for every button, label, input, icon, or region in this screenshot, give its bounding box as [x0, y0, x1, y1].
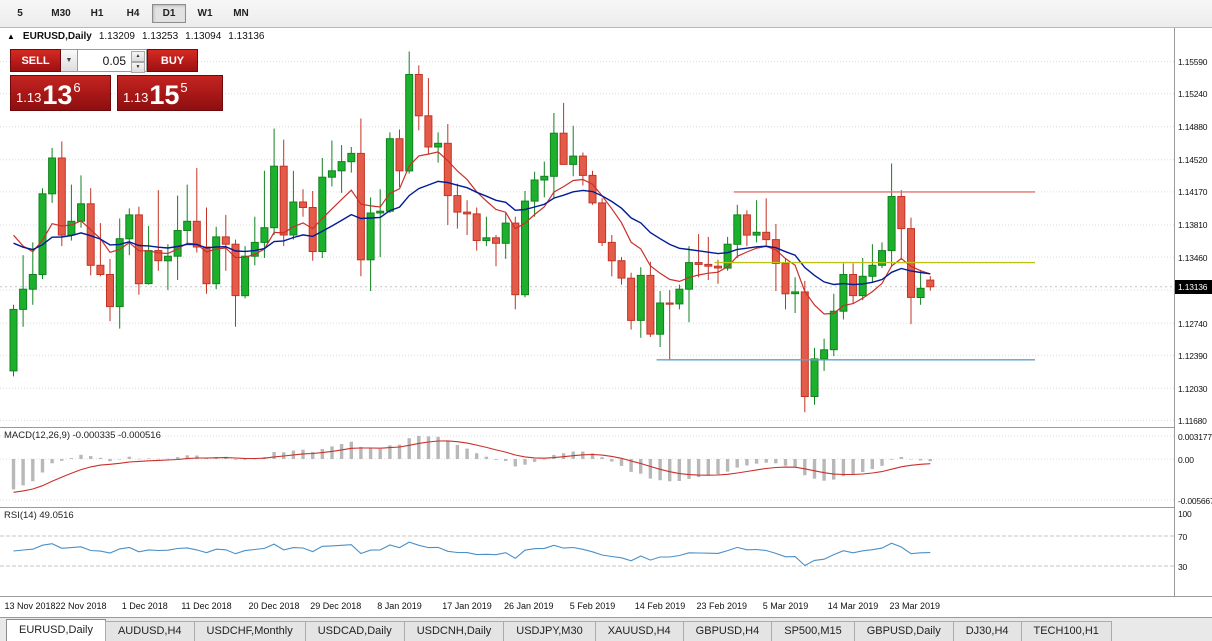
current-price-tag: 1.13136	[1175, 279, 1212, 294]
date-label: 26 Jan 2019	[504, 601, 554, 611]
ohlc-low: 1.13094	[185, 31, 222, 42]
chart-tab-dj30-h4[interactable]: DJ30,H4	[952, 621, 1022, 641]
price-scale-label: 1.15590	[1178, 57, 1208, 68]
price-scale-label: 1.12030	[1178, 383, 1208, 394]
rsi-scale-label: 30	[1178, 561, 1188, 572]
macd-scale-label: 0.003177	[1178, 431, 1212, 442]
macd-label: MACD(12,26,9) -0.000335 -0.000516	[4, 430, 161, 441]
chart-tab-bar: EURUSD,Daily AUDUSD,H4 USDCHF,Monthly USDCA…	[0, 617, 1212, 641]
volume-input[interactable]	[78, 53, 128, 68]
sell-price-button[interactable]: 1.13 13 6	[10, 75, 111, 111]
price-scale-label: 1.12390	[1178, 350, 1208, 361]
chart-tab-gbpusd-daily[interactable]: GBPUSD,Daily	[853, 621, 954, 641]
date-label: 23 Mar 2019	[889, 601, 941, 611]
price-scale-label: 1.14880	[1178, 122, 1208, 133]
date-label: 1 Dec 2018	[121, 601, 168, 611]
pane-separator[interactable]	[0, 507, 1212, 508]
chart-tab-usdchf-monthly[interactable]: USDCHF,Monthly	[193, 621, 306, 641]
timeframe-button-w1[interactable]: W1	[197, 8, 213, 19]
sell-button[interactable]: SELL	[10, 49, 61, 72]
timeframe-button-h1[interactable]: H1	[90, 8, 104, 19]
price-scale-label: 1.12740	[1178, 318, 1208, 329]
buy-button[interactable]: BUY	[147, 49, 198, 72]
price-scale-label: 1.13810	[1178, 220, 1208, 231]
date-label: 17 Jan 2019	[442, 601, 492, 611]
macd-scale-label: -0.005667	[1178, 495, 1212, 506]
timeframe-button-5[interactable]: 5	[17, 8, 23, 19]
buy-price-big: 15	[149, 80, 180, 110]
price-scale-label: 1.13460	[1178, 252, 1208, 263]
sell-price-sup: 6	[73, 80, 81, 95]
price-scale-label: 1.14520	[1178, 155, 1208, 166]
price-scale-label: 1.15240	[1178, 89, 1208, 100]
price-scale-label: 1.14170	[1178, 187, 1208, 198]
chart-tab-usdcnh-daily[interactable]: USDCNH,Daily	[403, 621, 505, 641]
spin-up-icon[interactable]: ▲	[131, 51, 145, 62]
spin-down-icon[interactable]: ▼	[131, 62, 145, 73]
date-label: 5 Mar 2019	[762, 601, 809, 611]
time-scale[interactable]: 13 Nov 2018 22 Nov 2018 1 Dec 2018 11 Dec 2…	[0, 597, 1174, 617]
chart-symbol-label: EURUSD,Daily	[22, 31, 92, 42]
chart-tab-gbpusd-h4[interactable]: GBPUSD,H4	[682, 621, 773, 641]
timeframe-button-m30[interactable]: M30	[51, 8, 71, 19]
date-label: 14 Mar 2019	[827, 601, 879, 611]
rsi-scale-label: 100	[1178, 509, 1192, 519]
rsi-label: RSI(14) 49.0516	[4, 510, 74, 521]
rsi-scale-label: 70	[1178, 531, 1188, 542]
chart-tab-sp500-m15[interactable]: SP500,M15	[771, 621, 855, 641]
date-label: 5 Feb 2019	[569, 601, 616, 611]
timeframe-button-mn[interactable]: MN	[233, 8, 249, 19]
date-label: 14 Feb 2019	[634, 601, 686, 611]
chevron-down-icon: ▼	[65, 57, 73, 64]
timeframe-toolbar: 5 M30 H1 H4 D1 W1 MN	[0, 0, 1212, 28]
date-label: 22 Nov 2018	[55, 601, 107, 611]
symbol-marker-icon: ▲	[7, 32, 15, 41]
sell-price-base: 1.13	[16, 90, 42, 105]
buy-price-button[interactable]: 1.13 15 5	[117, 75, 223, 111]
ohlc-open: 1.13209	[98, 31, 135, 42]
volume-dropdown-button[interactable]: ▼	[61, 49, 78, 72]
date-label: 23 Feb 2019	[696, 601, 748, 611]
pane-separator	[0, 596, 1212, 597]
buy-price-sup: 5	[180, 80, 188, 95]
one-click-trading-panel: SELL ▼ ▲ ▼ BUY 1.13 13 6 1.13 15	[10, 49, 223, 111]
date-label: 29 Dec 2018	[310, 601, 362, 611]
timeframe-button-h4[interactable]: H4	[126, 8, 140, 19]
date-label: 11 Dec 2018	[181, 601, 232, 611]
price-scale[interactable]: 1.15590 1.15240 1.14880 1.14520 1.14170 1.138…	[1174, 27, 1212, 596]
main-chart[interactable]	[0, 27, 1174, 596]
chart-tab-usdcad-daily[interactable]: USDCAD,Daily	[304, 621, 405, 641]
chart-tab-usdjpy-m30[interactable]: USDJPY,M30	[503, 621, 596, 641]
chart-tab-eurusd-daily[interactable]: EURUSD,Daily	[6, 619, 106, 641]
pane-separator[interactable]	[0, 427, 1212, 428]
chart-ohlc-header: ▲ EURUSD,Daily 1.13209 1.13253 1.13094 1…	[7, 31, 264, 42]
ohlc-high: 1.13253	[141, 31, 179, 42]
date-label: 20 Dec 2018	[248, 601, 300, 611]
buy-price-base: 1.13	[123, 90, 149, 105]
date-label: 8 Jan 2019	[377, 601, 422, 611]
volume-field: ▲ ▼	[78, 49, 147, 73]
timeframe-button-d1[interactable]: D1	[152, 4, 186, 23]
ohlc-close: 1.13136	[228, 31, 265, 42]
macd-scale-label: 0.00	[1178, 454, 1194, 465]
price-scale-label: 1.11680	[1178, 415, 1207, 426]
chart-tab-audusd-h4[interactable]: AUDUSD,H4	[104, 621, 195, 641]
sell-price-big: 13	[42, 80, 73, 110]
chart-tab-xauusd-h4[interactable]: XAUUSD,H4	[594, 621, 684, 641]
volume-stepper: ▲ ▼	[131, 51, 145, 73]
chart-tab-tech100-h1[interactable]: TECH100,H1	[1020, 621, 1112, 641]
date-label: 13 Nov 2018	[4, 601, 56, 611]
